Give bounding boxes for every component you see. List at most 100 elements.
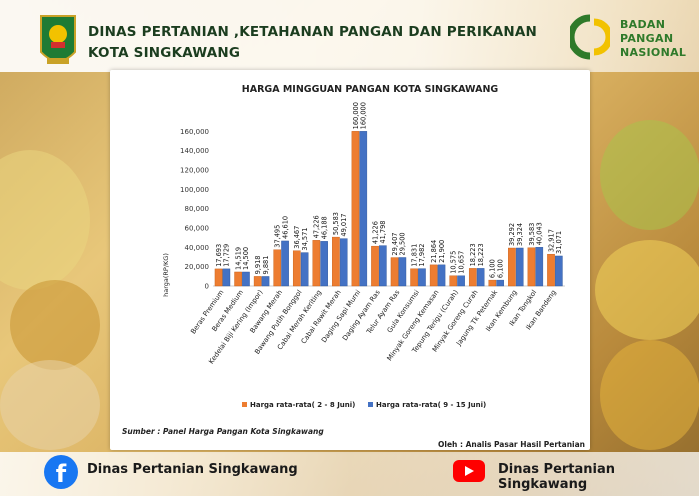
bar xyxy=(547,253,555,287)
bar xyxy=(253,276,262,287)
y-tick-label: 20,000 xyxy=(185,263,210,271)
youtube-icon[interactable] xyxy=(453,460,485,482)
bar xyxy=(351,131,360,287)
data-label: 10,575 xyxy=(450,251,458,274)
data-label: 47,226 xyxy=(313,215,321,238)
header-band xyxy=(0,0,699,72)
data-label: 41,798 xyxy=(379,221,387,244)
credit-note: Oleh : Analis Pasar Hasil Pertanian xyxy=(438,440,586,449)
bar xyxy=(214,268,223,287)
data-label: 10,657 xyxy=(457,251,465,274)
y-tick-label: 60,000 xyxy=(185,225,210,233)
background-decoration xyxy=(0,360,100,450)
background-decoration xyxy=(595,240,699,340)
y-tick-label: 100,000 xyxy=(180,186,209,194)
data-label: 36,467 xyxy=(293,226,301,249)
data-label: 21,864 xyxy=(430,240,438,263)
data-label: 40,043 xyxy=(536,222,544,245)
y-tick-label: 0 xyxy=(205,283,209,291)
bar xyxy=(371,245,379,287)
data-label: 9,881 xyxy=(262,256,270,275)
background-decoration xyxy=(600,120,699,230)
bar xyxy=(515,247,524,287)
bar xyxy=(457,275,465,287)
bar xyxy=(292,250,301,287)
legend-swatch xyxy=(368,402,373,407)
bar xyxy=(390,257,399,287)
data-label: 21,900 xyxy=(438,240,446,263)
bar xyxy=(437,264,446,287)
bar xyxy=(468,268,477,287)
bpn-line2: PANGAN xyxy=(620,32,674,45)
bar xyxy=(359,131,368,287)
youtube-channel-label[interactable]: Dinas Pertanian Singkawang xyxy=(498,462,616,492)
data-label: 49,017 xyxy=(340,214,348,237)
data-label: 160,000 xyxy=(352,102,360,129)
bpn-wordmark: BADAN PANGAN NASIONAL xyxy=(620,18,686,60)
background-decoration xyxy=(10,280,100,370)
data-label: 29,500 xyxy=(399,232,407,255)
bars: 17,693 17,729 14,519 14,500 9,918 9,881 37,495… xyxy=(214,102,563,287)
bar xyxy=(339,238,348,287)
y-tick-label: 120,000 xyxy=(180,167,209,175)
data-label: 32,917 xyxy=(547,229,555,252)
data-label: 6,100 xyxy=(496,259,504,278)
bar xyxy=(242,271,250,287)
data-label: 6,100 xyxy=(489,259,497,278)
bar xyxy=(535,247,544,287)
data-label: 160,000 xyxy=(360,102,368,129)
data-label: 17,729 xyxy=(223,244,231,267)
header-title: DINAS PERTANIAN ,KETAHANAN PANGAN DAN PE… xyxy=(88,22,537,64)
y-tick-label: 160,000 xyxy=(180,128,209,136)
data-label: 18,223 xyxy=(469,243,477,266)
background-decoration xyxy=(0,150,90,290)
data-label: 17,982 xyxy=(418,244,426,267)
bar xyxy=(488,279,497,287)
data-label: 14,519 xyxy=(234,247,242,270)
bar xyxy=(429,264,438,287)
chart-title: HARGA MINGGUAN PANGAN KOTA SINGKAWANG xyxy=(242,84,499,95)
bar xyxy=(527,247,536,287)
bar xyxy=(281,240,289,287)
city-emblem-icon xyxy=(40,15,76,64)
facebook-page-label[interactable]: Dinas Pertanian Singkawang xyxy=(87,462,298,477)
bar xyxy=(418,268,426,287)
legend: Harga rata-rata( 2 - 8 Juni) Harga rata-r… xyxy=(242,401,486,409)
data-label: 14,500 xyxy=(242,247,250,270)
legend-swatch xyxy=(242,402,247,407)
y-tick-label: 40,000 xyxy=(185,244,210,252)
y-tick-label: 80,000 xyxy=(185,205,210,213)
data-label: 17,831 xyxy=(410,244,418,267)
data-label: 34,571 xyxy=(301,228,309,251)
bar xyxy=(476,268,485,287)
bar xyxy=(312,240,321,287)
data-label: 31,071 xyxy=(555,231,563,254)
y-axis-label: harga(RP/KG) xyxy=(162,253,170,297)
data-label: 39,292 xyxy=(508,223,516,246)
header-title-line2: KOTA SINGKAWANG xyxy=(88,45,241,61)
data-label: 39,324 xyxy=(516,223,524,246)
data-label: 18,223 xyxy=(477,243,485,266)
background-decoration xyxy=(600,340,699,450)
bar xyxy=(508,247,516,287)
header-title-line1: DINAS PERTANIAN ,KETAHANAN PANGAN DAN PE… xyxy=(88,24,538,40)
bar xyxy=(273,249,282,287)
data-label: 37,495 xyxy=(274,225,282,248)
bpn-line1: BADAN xyxy=(620,18,666,31)
data-label: 46,188 xyxy=(320,216,328,239)
bar xyxy=(300,252,309,287)
data-label: 29,407 xyxy=(391,232,399,255)
bar xyxy=(234,271,242,287)
data-label: 17,693 xyxy=(215,244,223,267)
bpn-logo-icon xyxy=(570,14,610,60)
legend-label: Harga rata-rata( 9 - 15 Juni) xyxy=(376,401,486,409)
y-axis: 0 20,000 40,000 60,000 80,000 100,000 120,000 1… xyxy=(180,128,565,291)
bar xyxy=(398,257,407,287)
data-label: 41,226 xyxy=(371,221,379,244)
bpn-line3: NASIONAL xyxy=(620,46,687,59)
bar xyxy=(449,275,458,287)
bar xyxy=(555,255,563,287)
source-note: Sumber : Panel Harga Pangan Kota Singkaw… xyxy=(122,427,324,436)
facebook-icon[interactable]: f xyxy=(44,455,78,489)
